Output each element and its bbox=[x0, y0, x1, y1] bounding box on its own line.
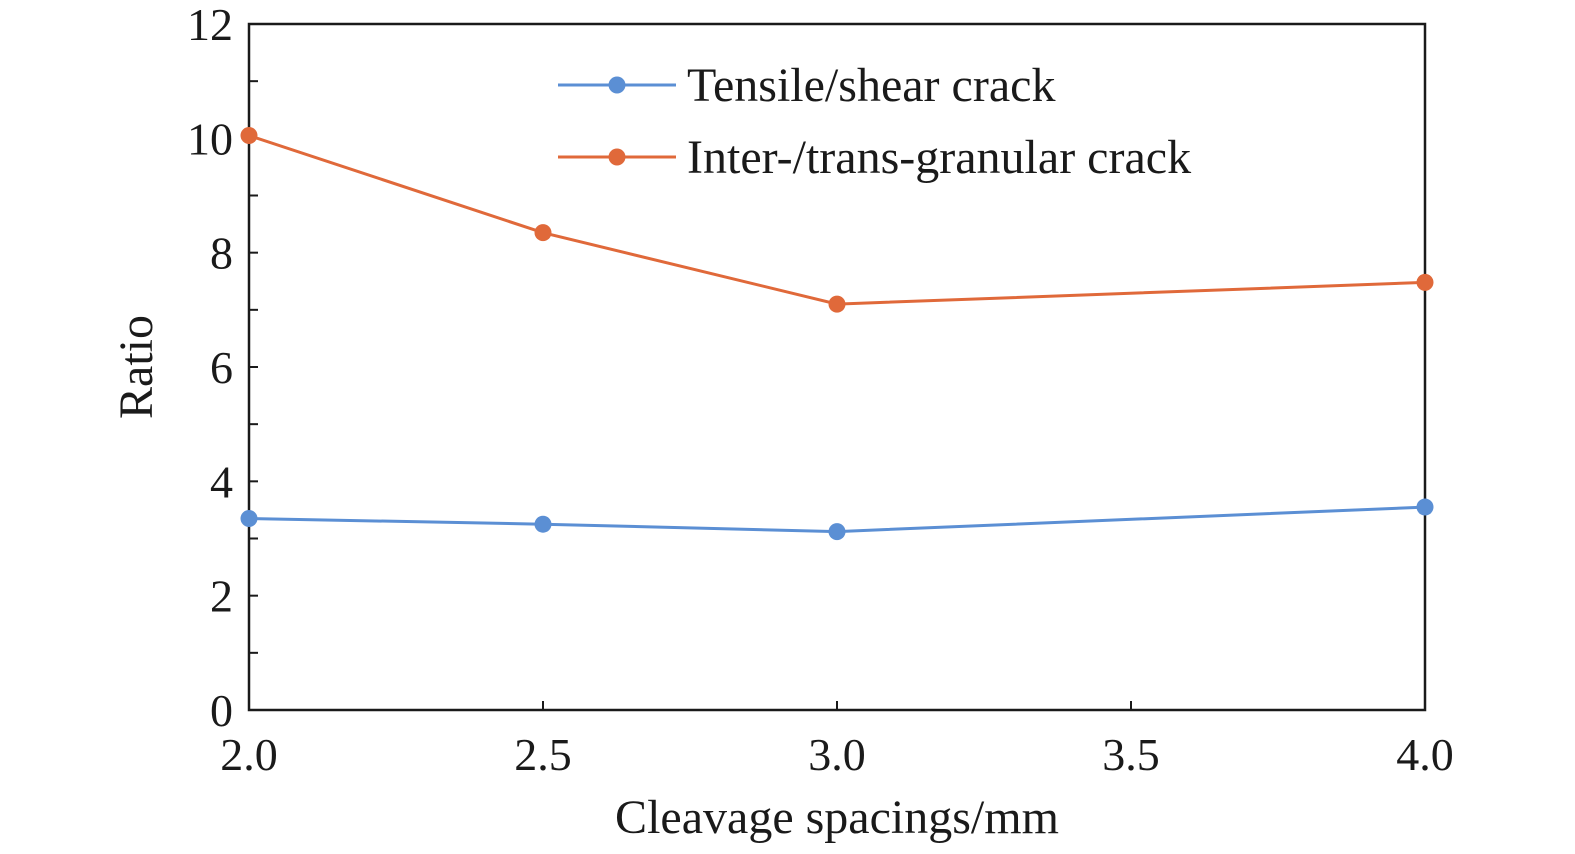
data-point bbox=[828, 295, 846, 313]
data-point bbox=[534, 224, 552, 242]
x-tick-label: 2.0 bbox=[220, 729, 278, 780]
series-lines bbox=[240, 126, 1434, 541]
y-tick-label: 0 bbox=[210, 685, 233, 736]
x-tick-label: 2.5 bbox=[514, 729, 572, 780]
data-point bbox=[534, 515, 552, 533]
data-point bbox=[240, 126, 258, 144]
legend-label: Tensile/shear crack bbox=[687, 59, 1055, 112]
y-tick-label: 10 bbox=[187, 113, 233, 164]
y-tick-label: 4 bbox=[210, 456, 233, 507]
legend: Tensile/shear crack Inter-/trans-granular… bbox=[558, 59, 1191, 184]
data-point bbox=[1416, 498, 1434, 516]
legend-label: Inter-/trans-granular crack bbox=[687, 131, 1191, 184]
y-axis-title: Ratio bbox=[110, 315, 163, 419]
y-tick-label: 12 bbox=[187, 0, 233, 50]
series-line-0 bbox=[248, 505, 1426, 534]
x-tick-label: 3.0 bbox=[808, 729, 866, 780]
y-tick-label: 8 bbox=[210, 228, 233, 279]
y-tick-label: 6 bbox=[210, 342, 233, 393]
data-point bbox=[1416, 273, 1434, 291]
x-tick-label: 4.0 bbox=[1396, 729, 1454, 780]
legend-marker bbox=[608, 76, 626, 94]
y-tick-label: 2 bbox=[210, 571, 233, 622]
plot-frame bbox=[247, 22, 1427, 712]
series-line-1 bbox=[248, 134, 1426, 306]
data-point bbox=[828, 523, 846, 541]
legend-marker bbox=[608, 148, 626, 166]
axis-ticks: 0 2 4 6 8 10 12 2.0 2.5 3.0 3.5 4.0 bbox=[187, 0, 1454, 780]
x-tick-label: 3.5 bbox=[1102, 729, 1160, 780]
x-axis-title: Cleavage spacings/mm bbox=[615, 791, 1059, 844]
data-point bbox=[240, 509, 258, 527]
